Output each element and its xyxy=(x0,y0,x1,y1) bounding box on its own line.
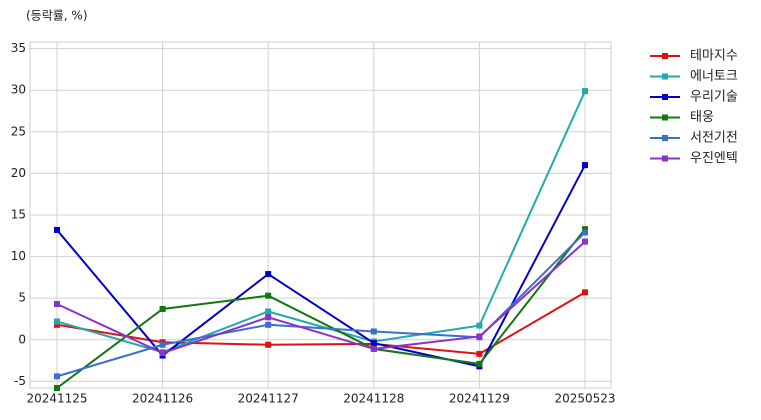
point-marker xyxy=(54,318,60,325)
point-marker xyxy=(582,88,588,95)
series-line xyxy=(56,90,586,354)
point-marker xyxy=(265,341,272,348)
series-line xyxy=(56,164,586,368)
legend-marker xyxy=(662,94,668,100)
point-marker xyxy=(476,333,483,340)
x-tick-label: 20241128 xyxy=(343,392,404,406)
x-tick-label: 20250523 xyxy=(554,392,615,406)
point-marker xyxy=(370,340,377,347)
point-marker xyxy=(265,321,272,328)
legend-label: 우진엔텍 xyxy=(690,151,738,166)
legend-label: 테마지수 xyxy=(690,49,738,64)
series-line xyxy=(56,231,586,378)
point-marker xyxy=(54,226,60,233)
point-marker xyxy=(54,373,60,380)
y-axis-label: (등락률, %) xyxy=(26,9,88,23)
point-marker xyxy=(54,321,60,328)
point-marker xyxy=(54,300,60,307)
series-line xyxy=(56,228,586,389)
legend-label: 에너토크 xyxy=(690,69,738,84)
point-marker xyxy=(159,305,166,312)
point-marker xyxy=(159,341,166,348)
point-marker xyxy=(265,308,272,315)
legend-marker xyxy=(662,155,668,162)
point-marker xyxy=(265,292,272,299)
legend-label: 우리기술 xyxy=(690,90,738,105)
point-marker xyxy=(265,314,272,321)
point-marker xyxy=(159,350,166,357)
y-tick-label: 10 xyxy=(11,249,26,263)
legend-label: 태웅 xyxy=(690,110,714,125)
x-tick-label: 20241129 xyxy=(449,392,510,406)
point-marker xyxy=(265,271,272,278)
x-tick-label: 20241126 xyxy=(132,392,193,406)
point-marker xyxy=(582,162,588,169)
y-tick-label: -5 xyxy=(14,374,26,388)
legend-marker xyxy=(662,114,668,121)
y-tick-label: 15 xyxy=(11,208,26,222)
plot-frame xyxy=(29,41,612,389)
point-marker xyxy=(476,322,483,329)
y-tick-label: 0 xyxy=(18,332,26,346)
y-tick-label: 25 xyxy=(11,124,26,138)
legend-marker xyxy=(662,53,668,59)
series-line xyxy=(56,291,586,355)
series-line xyxy=(56,240,586,355)
point-marker xyxy=(582,238,588,245)
y-tick-label: 5 xyxy=(18,291,26,305)
point-marker xyxy=(370,345,377,352)
x-tick-label: 20241125 xyxy=(26,392,87,406)
legend-marker xyxy=(662,135,668,141)
point-marker xyxy=(370,328,377,335)
point-marker xyxy=(582,229,588,236)
x-tick-label: 20241127 xyxy=(238,392,299,406)
legend-label: 서전기전 xyxy=(690,131,738,146)
point-marker xyxy=(476,360,483,367)
point-marker xyxy=(582,226,588,233)
point-marker xyxy=(582,289,588,296)
y-tick-label: 35 xyxy=(11,41,26,55)
point-marker xyxy=(476,350,483,357)
legend-marker xyxy=(662,73,668,80)
y-tick-label: 20 xyxy=(11,166,26,180)
y-tick-label: 30 xyxy=(11,83,26,97)
point-marker xyxy=(54,385,60,391)
